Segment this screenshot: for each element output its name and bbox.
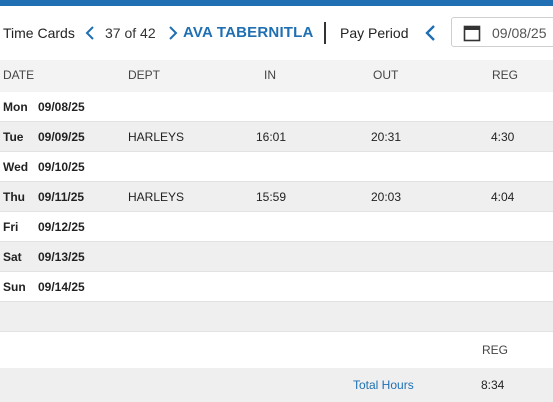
in-cell: 15:59 [256, 190, 287, 204]
chevron-right-icon [169, 26, 178, 40]
header-divider [324, 22, 326, 44]
day-cell: Tue [3, 130, 24, 144]
pay-period-label: Pay Period [340, 25, 409, 41]
chevron-left-icon [85, 26, 94, 40]
day-cell: Thu [3, 190, 25, 204]
summary-reg-header: REG [482, 343, 509, 357]
table-header: DATE DEPT IN OUT REG [0, 60, 553, 92]
chevron-left-icon [425, 25, 435, 41]
page-title: Time Cards [3, 25, 75, 41]
reg-cell: 4:04 [491, 190, 515, 204]
table-row[interactable]: Fri 09/12/25 [0, 212, 553, 242]
previous-pay-period-button[interactable] [423, 23, 441, 43]
out-cell: 20:03 [371, 190, 402, 204]
in-cell: 16:01 [256, 130, 287, 144]
date-cell: 09/09/25 [38, 130, 85, 144]
column-header-date: DATE [3, 68, 35, 82]
table-row[interactable]: Sun 09/14/25 [0, 272, 553, 302]
day-cell: Wed [3, 160, 29, 174]
dept-cell: HARLEYS [128, 190, 185, 204]
table-spacer-row [0, 302, 553, 332]
date-cell: 09/12/25 [38, 220, 85, 234]
calendar-icon [463, 25, 481, 42]
app-top-bar [0, 0, 553, 6]
summary-header: REG [0, 332, 553, 366]
pay-period-date-value: 09/08/25 [492, 25, 547, 41]
date-cell: 09/11/25 [38, 190, 85, 204]
table-row[interactable]: Sat 09/13/25 [0, 242, 553, 272]
column-header-out: OUT [373, 68, 399, 82]
reg-cell: 4:30 [491, 130, 515, 144]
date-cell: 09/13/25 [38, 250, 85, 264]
date-cell: 09/14/25 [38, 280, 85, 294]
total-hours-label: Total Hours [353, 378, 414, 392]
table-row[interactable]: Mon 09/08/25 [0, 92, 553, 122]
table-row[interactable]: Wed 09/10/25 [0, 152, 553, 182]
table-row[interactable]: Thu 09/11/25 HARLEYS 15:59 20:03 4:04 [0, 182, 553, 212]
record-counter: 37 of 42 [105, 25, 156, 41]
previous-employee-button[interactable] [82, 23, 100, 43]
day-cell: Sat [3, 250, 22, 264]
timecard-header: Time Cards 37 of 42 AVA TABERNITLA Pay P… [0, 6, 553, 60]
out-cell: 20:31 [371, 130, 402, 144]
column-header-in: IN [264, 68, 276, 82]
total-hours-row: Total Hours 8:34 [0, 368, 553, 402]
day-cell: Fri [3, 220, 19, 234]
employee-name[interactable]: AVA TABERNITLA [183, 24, 314, 41]
day-cell: Sun [3, 280, 26, 294]
column-header-reg: REG [492, 68, 519, 82]
table-row[interactable]: Tue 09/09/25 HARLEYS 16:01 20:31 4:30 [0, 122, 553, 152]
date-cell: 09/10/25 [38, 160, 85, 174]
total-reg-hours: 8:34 [481, 378, 505, 392]
column-header-dept: DEPT [128, 68, 161, 82]
pay-period-date-picker[interactable]: 09/08/25 [451, 17, 553, 47]
date-cell: 09/08/25 [38, 100, 85, 114]
day-cell: Mon [3, 100, 28, 114]
dept-cell: HARLEYS [128, 130, 185, 144]
next-employee-button[interactable] [164, 23, 182, 43]
